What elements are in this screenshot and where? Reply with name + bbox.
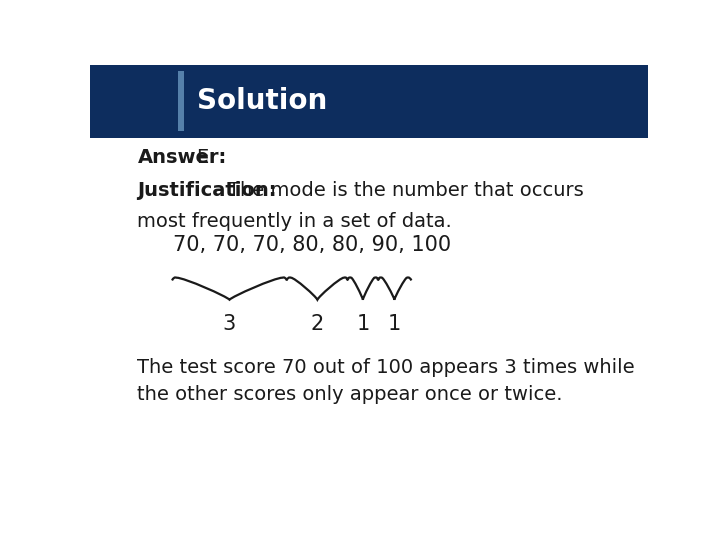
Text: 1: 1 <box>388 314 401 334</box>
Text: 2: 2 <box>311 314 324 334</box>
Text: The mode is the number that occurs: The mode is the number that occurs <box>228 181 584 200</box>
Text: 1: 1 <box>356 314 369 334</box>
Text: The test score 70 out of 100 appears 3 times while
the other scores only appear : The test score 70 out of 100 appears 3 t… <box>138 358 635 404</box>
Text: E: E <box>196 148 208 167</box>
Text: most frequently in a set of data.: most frequently in a set of data. <box>138 212 452 232</box>
Text: Answer:: Answer: <box>138 148 227 167</box>
FancyBboxPatch shape <box>178 71 184 131</box>
Text: Justification:: Justification: <box>138 181 277 200</box>
Text: Solution: Solution <box>197 87 327 115</box>
Text: 3: 3 <box>223 314 236 334</box>
FancyBboxPatch shape <box>90 65 648 138</box>
Text: 70, 70, 70, 80, 80, 90, 100: 70, 70, 70, 80, 80, 90, 100 <box>173 235 451 255</box>
